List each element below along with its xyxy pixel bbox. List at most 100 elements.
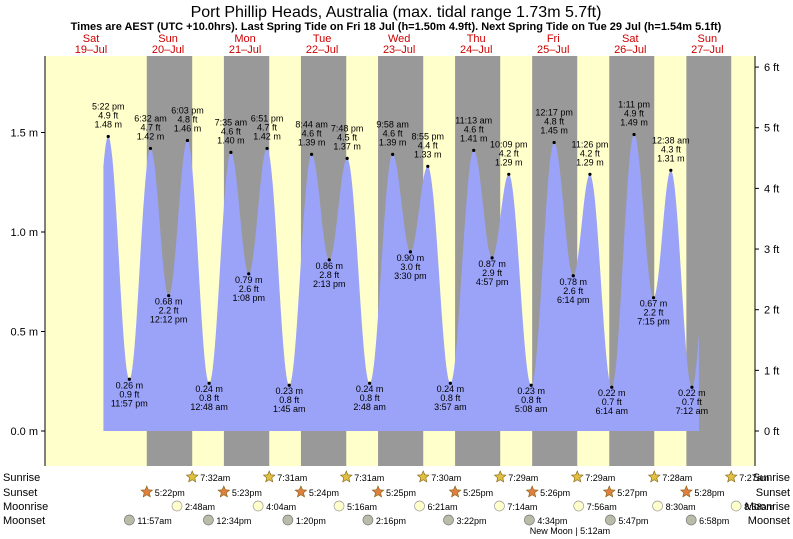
moonset-icon (524, 514, 535, 526)
tide-label: 0.8 ft (440, 393, 461, 403)
tide-point (529, 383, 533, 387)
tide-label: 4:57 pm (476, 277, 509, 287)
tide-point (610, 385, 614, 389)
tide-point (247, 272, 251, 276)
tide-label: 2.6 ft (563, 286, 584, 296)
tide-label: 1.45 m (540, 125, 568, 135)
tide-label: 9:58 am (376, 119, 409, 129)
sunset-star-icon (371, 485, 385, 498)
tide-label: 6:14 pm (557, 295, 590, 305)
moonrise-icon (171, 500, 183, 512)
sunrise-row-label-right: Sunrise (753, 472, 790, 484)
tide-point (106, 134, 110, 139)
tide-label: 4.2 ft (580, 148, 601, 158)
tide-label: 4.6 ft (383, 128, 404, 138)
tide-label: 0.86 m (315, 261, 343, 271)
day-header-date: 22–Jul (306, 44, 338, 56)
tide-label: 0.8 ft (199, 393, 220, 403)
moonset-time: 4:34pm (537, 516, 567, 526)
moonset-icon (443, 514, 454, 526)
tide-label: 12:12 pm (150, 315, 188, 325)
tide-label: 4.6 ft (221, 126, 242, 136)
sunset-time: 5:22pm (155, 488, 185, 498)
moonrise-icon (652, 500, 663, 512)
tide-curve (103, 134, 699, 431)
tide-point (690, 385, 694, 389)
tide-label: 1.33 m (414, 149, 442, 159)
day-header-dow: Fri (547, 33, 560, 45)
left-tick-label: 1.5 m (10, 128, 38, 140)
tide-point (507, 172, 511, 176)
tide-point (571, 274, 575, 278)
sunrise-row-label-left: Sunrise (3, 472, 40, 484)
tide-label: 0.23 m (517, 386, 545, 396)
tide-label: 2.8 ft (319, 270, 340, 280)
sunrise-star-icon (339, 470, 353, 483)
tide-label: 12:48 am (190, 402, 228, 412)
tide-point (391, 152, 395, 156)
sunrise-time: 7:28am (662, 473, 692, 483)
tide-label: 1.40 m (217, 135, 245, 145)
tide-label: 1.42 m (253, 131, 281, 141)
moonrise-icon (333, 500, 345, 512)
right-tick-label: 1 ft (764, 365, 779, 377)
tide-label: 1:11 pm (618, 99, 650, 109)
day-band (731, 56, 755, 466)
tide-point (408, 250, 412, 254)
tide-label: 4.9 ft (624, 108, 645, 118)
moonrise-row-label-left: Moonrise (3, 501, 48, 513)
tide-label: 1.31 m (657, 153, 685, 163)
tide-label: 12:38 am (652, 135, 690, 145)
day-header-dow: Mon (234, 33, 255, 45)
day-header-dow: Sat (622, 33, 639, 45)
tide-label: 0.7 ft (682, 397, 703, 407)
chart-title: Port Phillip Heads, Australia (max. tida… (191, 4, 602, 21)
tide-point (287, 383, 291, 387)
tide-point (310, 152, 314, 156)
moonrise-icon (414, 500, 425, 512)
tide-label: 4.6 ft (464, 124, 485, 134)
axes: Sat19–JulSun20–JulMon21–JulTue22–JulWed2… (10, 33, 779, 466)
moonrise-icon (573, 500, 585, 512)
tide-label: 1.39 m (379, 137, 407, 147)
tide-point (368, 381, 372, 385)
tide-label: 4.4 ft (418, 140, 439, 150)
tide-label: 2.2 ft (644, 308, 665, 318)
tide-label: 0.22 m (678, 388, 706, 398)
moonset-time: 1:20pm (296, 516, 326, 526)
tide-label: 0.87 m (478, 259, 506, 269)
tide-label: 0.7 ft (602, 397, 623, 407)
sunset-star-icon (217, 485, 231, 498)
tide-label: 6:32 am (134, 113, 167, 123)
tide-label: 0.22 m (598, 388, 626, 398)
tide-label: 0.8 ft (360, 393, 381, 403)
sunset-time: 5:25pm (463, 488, 493, 498)
tide-label: 6:14 am (595, 406, 628, 416)
tide-point (327, 258, 331, 262)
sunrise-star-icon (493, 470, 507, 483)
left-tick-label: 0.5 m (10, 327, 38, 339)
moonrise-time: 6:21am (428, 502, 458, 512)
tide-label: 1:45 am (273, 404, 306, 414)
tide-label: 7:12 am (676, 406, 709, 416)
day-header-dow: Sun (158, 33, 178, 45)
day-header-date: 19–Jul (75, 44, 107, 56)
day-header-dow: Tue (313, 33, 332, 45)
tide-label: 10:09 pm (490, 139, 528, 149)
tide-label: 0.67 m (640, 299, 668, 309)
moonset-row-label-right: Moonset (748, 515, 790, 527)
tide-label: 7:35 am (215, 117, 248, 127)
moonset-time: 2:16pm (376, 516, 406, 526)
moonrise-icon (252, 500, 264, 512)
sunset-row-label-left: Sunset (3, 487, 37, 499)
tide-point (426, 164, 430, 168)
tide-point (345, 156, 349, 160)
sunrise-star-icon (724, 470, 738, 483)
sunset-star-icon (525, 485, 539, 498)
tide-label: 11:13 am (455, 115, 492, 125)
tide-label: 4.9 ft (98, 110, 119, 120)
tide-label: 0.8 ft (279, 395, 300, 405)
moonset-row-label-left: Moonset (3, 515, 45, 527)
moonrise-row-label-right: Moonrise (745, 501, 790, 513)
